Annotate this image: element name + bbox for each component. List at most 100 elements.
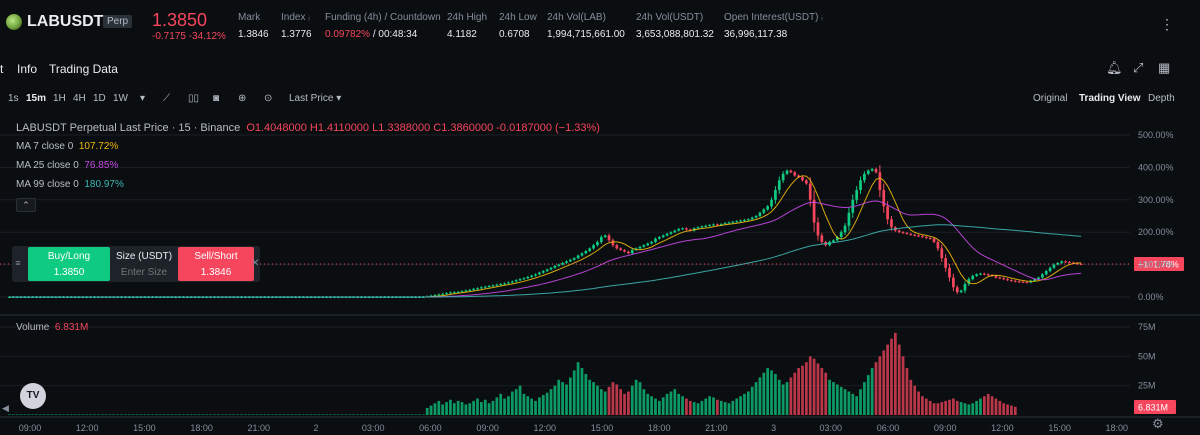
collapse-legend-button[interactable]: ⌃: [16, 198, 36, 212]
volume-bar: [754, 382, 758, 415]
volume-bar: [975, 400, 978, 415]
content-tabs: t Info Trading Data 🔔︎ ⤢ ▦: [0, 56, 1200, 82]
volume-bar: [874, 362, 878, 415]
view-original[interactable]: Original: [1033, 93, 1068, 104]
candle-body: [1021, 281, 1025, 283]
symbol-title[interactable]: LABUSDT: [27, 13, 104, 30]
view-depth[interactable]: Depth: [1148, 93, 1175, 104]
volume-bar: [557, 379, 561, 415]
volume-bar: [1010, 405, 1013, 415]
volume-bar: [940, 402, 944, 415]
volume-bar: [866, 375, 870, 415]
ma7-legend[interactable]: MA 7 close 0 107.72%: [16, 141, 118, 152]
candle-body: [456, 291, 460, 293]
candle-body: [859, 180, 862, 191]
volume-bar: [839, 386, 843, 415]
volume-bar: [402, 414, 406, 415]
candle-body: [967, 279, 971, 285]
add-indicator-icon[interactable]: ⊕: [238, 93, 247, 104]
volume-bar: [11, 414, 15, 415]
candle-body: [731, 221, 735, 223]
size-input[interactable]: [113, 267, 175, 278]
indicators-icon[interactable]: ⟋: [163, 93, 170, 104]
interval-1s[interactable]: 1s: [8, 93, 19, 104]
info-icon[interactable]: ᵢ: [821, 12, 823, 23]
candle-body: [735, 221, 739, 223]
volume-bar: [317, 414, 321, 415]
ma25-legend[interactable]: MA 25 close 0 76.85%: [16, 160, 118, 171]
interval-dropdown-icon[interactable]: ▾: [140, 93, 146, 104]
tradingview-logo[interactable]: TV: [20, 383, 46, 409]
volume-tick-label: 25M: [1138, 381, 1156, 391]
volume-bar: [170, 414, 174, 415]
tab-info[interactable]: Info: [17, 62, 38, 76]
interval-4h[interactable]: 4H: [73, 93, 86, 104]
volume-bar: [696, 403, 700, 415]
candle-body: [839, 232, 843, 238]
interval-1w[interactable]: 1W: [113, 93, 128, 104]
candle-body: [743, 219, 746, 221]
volume-bar: [893, 332, 897, 415]
volume-bar: [375, 414, 379, 415]
stat-low: 24h Low 0.6708: [499, 12, 537, 40]
bell-icon[interactable]: 🔔︎: [1106, 60, 1123, 75]
candle-body: [959, 290, 963, 293]
candle-body: [820, 235, 824, 242]
price-chart[interactable]: +101.78% 500.00% 400.00% 300.00% 200.00% 100.…: [0, 113, 1200, 435]
candle-body: [704, 225, 708, 227]
volume-bar: [406, 414, 410, 415]
volume-bar: [514, 389, 518, 415]
volume-bar: [688, 400, 692, 415]
volume-bar: [62, 414, 65, 415]
volume-current-label: 6.831M: [1138, 402, 1168, 412]
volume-bar: [15, 414, 19, 415]
time-tick-label: 18:00: [648, 423, 671, 433]
volume-bar: [777, 379, 781, 415]
view-trading-view[interactable]: Trading View: [1079, 93, 1141, 104]
tab-chart[interactable]: t: [0, 62, 4, 76]
gear-icon[interactable]: ⚙: [1152, 416, 1164, 431]
candle-body: [483, 286, 487, 288]
volume-bar: [766, 368, 770, 415]
drag-handle-icon[interactable]: ≡: [15, 258, 21, 268]
candle-body: [468, 289, 472, 291]
volume-bar: [723, 402, 727, 415]
candle-body: [646, 243, 650, 246]
interval-1h[interactable]: 1H: [53, 93, 66, 104]
more-options-icon[interactable]: ⋮: [1160, 16, 1174, 32]
chart-type-icon[interactable]: ▯▯: [188, 93, 200, 104]
interval-15m[interactable]: 15m: [26, 93, 47, 104]
ma99-legend[interactable]: MA 99 close 0 180.97%: [16, 179, 124, 190]
volume-bar: [921, 396, 924, 415]
crosshair-icon[interactable]: ⊙: [264, 93, 273, 104]
volume-bar: [236, 414, 239, 415]
candle-body: [758, 212, 762, 216]
candle-body: [460, 291, 464, 293]
scroll-left-icon[interactable]: ◀: [2, 403, 9, 413]
buy-long-button[interactable]: Buy/Long 1.3850: [28, 247, 110, 281]
volume-bar: [681, 396, 684, 415]
candle-body: [669, 232, 673, 234]
tab-trading-data[interactable]: Trading Data: [49, 62, 118, 76]
interval-1d[interactable]: 1D: [93, 93, 106, 104]
candle-body: [657, 237, 661, 239]
chart-area[interactable]: +101.78% 500.00% 400.00% 300.00% 200.00% 100.…: [0, 113, 1200, 435]
volume-bar: [383, 414, 386, 415]
grid-layout-icon[interactable]: ▦: [1158, 60, 1171, 75]
info-icon[interactable]: ᵢ: [308, 12, 310, 23]
sell-short-button[interactable]: Sell/Short 1.3846: [178, 247, 254, 281]
candle-body: [1079, 263, 1083, 265]
price-type-dropdown[interactable]: Last Price ▾: [289, 93, 341, 104]
candle-body: [866, 170, 870, 174]
volume-bar: [89, 414, 92, 415]
volume-bar: [363, 414, 367, 415]
stat-vol-usdt: 24h Vol(USDT) 3,653,088,801.32: [636, 12, 714, 40]
candle-body: [808, 183, 812, 200]
close-icon[interactable]: ✕: [251, 258, 260, 269]
volume-bar: [197, 414, 201, 415]
volume-bar: [66, 414, 69, 415]
volume-bar: [209, 414, 212, 415]
camera-icon[interactable]: ◙: [213, 93, 220, 104]
candle-body: [1044, 271, 1048, 275]
expand-icon[interactable]: ⤢: [1133, 60, 1144, 75]
